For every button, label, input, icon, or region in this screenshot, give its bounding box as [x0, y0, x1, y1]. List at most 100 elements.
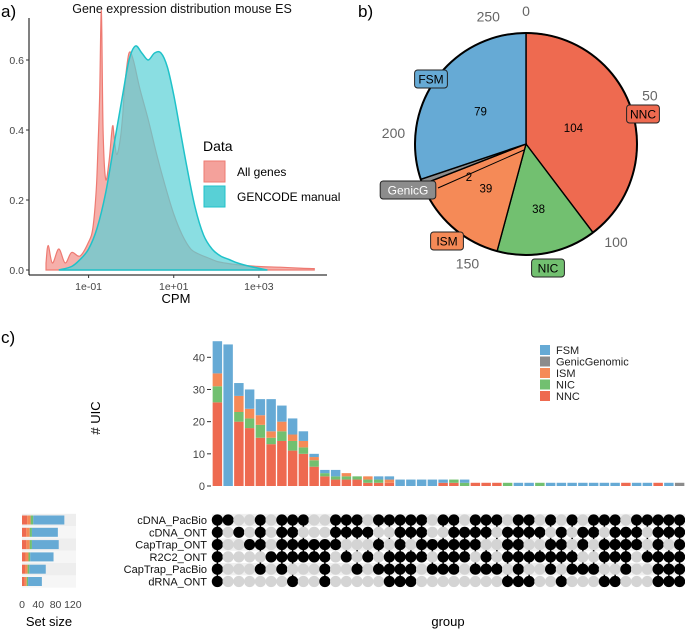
matrix-dot-empty: [265, 563, 277, 575]
matrix-dot-filled: [588, 563, 600, 575]
panel-a-y-tick-label: 0.4: [9, 125, 24, 137]
set-size-segment-fsm: [31, 540, 59, 550]
upset-bar-segment-fsm: [524, 482, 534, 486]
panel-c-x-axis-label: group: [431, 614, 464, 629]
matrix-dot-empty: [351, 539, 363, 551]
upset-legend-swatch-nic: [540, 379, 550, 390]
matrix-dot-empty: [426, 575, 438, 588]
matrix-dot-filled: [287, 575, 299, 588]
matrix-dot-empty: [362, 514, 374, 526]
matrix-dot-empty: [641, 526, 653, 538]
matrix-dot-empty: [351, 551, 363, 563]
matrix-dot-empty: [416, 575, 428, 588]
matrix-dot-filled: [663, 563, 675, 575]
matrix-dot-filled: [663, 575, 675, 588]
matrix-dot-filled: [405, 575, 417, 588]
upset-bar-segment-nnc: [234, 421, 244, 486]
panel-c-label: c): [1, 328, 15, 347]
matrix-dot-empty: [297, 563, 309, 575]
upset-bar-segment-fsm: [438, 479, 448, 483]
matrix-dot-filled: [620, 539, 632, 551]
matrix-dot-empty: [244, 514, 256, 526]
set-size-axis-label: Set size: [26, 614, 72, 629]
upset-bar-segment-fsm: [578, 482, 588, 486]
matrix-dot-empty: [577, 514, 589, 526]
matrix-dot-filled: [211, 563, 223, 575]
panel-a-x-tick-label: 1e+01: [159, 281, 189, 293]
matrix-dot-filled: [233, 526, 245, 538]
pie-value-nnc: 104: [564, 123, 584, 135]
legend-swatch-all-genes: [203, 160, 226, 183]
matrix-dot-filled: [674, 551, 685, 563]
matrix-dot-empty: [244, 575, 256, 588]
matrix-dot-filled: [674, 539, 685, 551]
matrix-dot-filled: [469, 526, 481, 538]
matrix-dot-filled: [287, 551, 299, 563]
matrix-dot-filled: [437, 563, 449, 575]
upset-bar-segment-ism: [266, 431, 276, 438]
matrix-dot-filled: [211, 539, 223, 551]
matrix-dot-filled: [609, 575, 621, 588]
upset-y-tick-label: 10: [193, 449, 205, 461]
matrix-dot-filled: [598, 575, 610, 588]
legend-swatch-gencode: [203, 185, 226, 208]
matrix-dot-empty: [588, 575, 600, 588]
matrix-dot-empty: [491, 539, 503, 551]
matrix-dot-empty: [330, 551, 342, 563]
panel-a-y-tick-label: 0.0: [9, 265, 24, 277]
upset-bar-segment-nnc: [255, 437, 266, 486]
upset-legend-label-nnc: NNC: [556, 391, 580, 403]
matrix-dot-empty: [405, 539, 417, 551]
matrix-dot-filled: [351, 514, 363, 526]
upset-y-tick-label: 40: [193, 352, 205, 364]
upset-bar-segment-nic: [373, 479, 384, 483]
matrix-dot-empty: [620, 514, 632, 526]
matrix-dot-filled: [566, 514, 578, 526]
matrix-dot-filled: [502, 551, 514, 563]
matrix-dot-filled: [555, 526, 567, 538]
matrix-dot-filled: [534, 526, 546, 538]
upset-bar-segment-fsm: [395, 479, 405, 486]
matrix-dot-filled: [437, 539, 449, 551]
pie-label-genicg: GenicG: [388, 184, 429, 198]
matrix-dot-filled: [340, 526, 352, 538]
upset-bar-segment-fsm: [320, 469, 330, 474]
upset-bar-segment-ism: [212, 373, 223, 387]
matrix-dot-filled: [545, 514, 557, 526]
pie-label-fsm: FSM: [418, 73, 443, 87]
matrix-dot-filled: [609, 551, 621, 563]
matrix-dot-empty: [523, 563, 535, 575]
matrix-dot-empty: [330, 575, 342, 588]
set-size-segment-nnc: [22, 552, 26, 562]
matrix-dot-filled: [405, 514, 417, 526]
matrix-dot-empty: [545, 575, 557, 588]
matrix-dot-filled: [502, 539, 514, 551]
pie-label-box-genicg: [379, 180, 437, 200]
upset-bar-segment-nic: [234, 412, 244, 422]
matrix-dot-filled: [254, 539, 266, 551]
upset-bar-segment-nnc: [492, 482, 502, 486]
upset-bar-segment-fsm: [416, 479, 427, 486]
matrix-dot-empty: [663, 539, 675, 551]
upset-bar-segment-ism: [234, 395, 244, 412]
matrix-dot-filled: [265, 551, 277, 563]
matrix-dot-empty: [437, 575, 449, 588]
upset-bar-segment-fsm: [223, 344, 233, 486]
set-size-segment-ism: [25, 564, 28, 574]
matrix-dot-empty: [448, 575, 460, 588]
matrix-dot-filled: [405, 563, 417, 575]
pie-value-ism: 39: [480, 184, 493, 196]
matrix-dot-filled: [448, 526, 460, 538]
matrix-dot-filled: [631, 526, 643, 538]
set-size-tick-label: 0: [19, 599, 25, 611]
upset-bar-segment-fsm: [244, 389, 255, 409]
upset-bar-segment-ism: [298, 440, 309, 448]
matrix-dot-filled: [641, 514, 653, 526]
matrix-dot-empty: [534, 514, 546, 526]
matrix-dot-empty: [588, 539, 600, 551]
upset-legend-label-nic: NIC: [556, 380, 575, 392]
matrix-dot-filled: [523, 526, 535, 538]
upset-legend-label-ism: ISM: [556, 368, 576, 380]
upset-bar-segment-fsm: [212, 341, 223, 374]
